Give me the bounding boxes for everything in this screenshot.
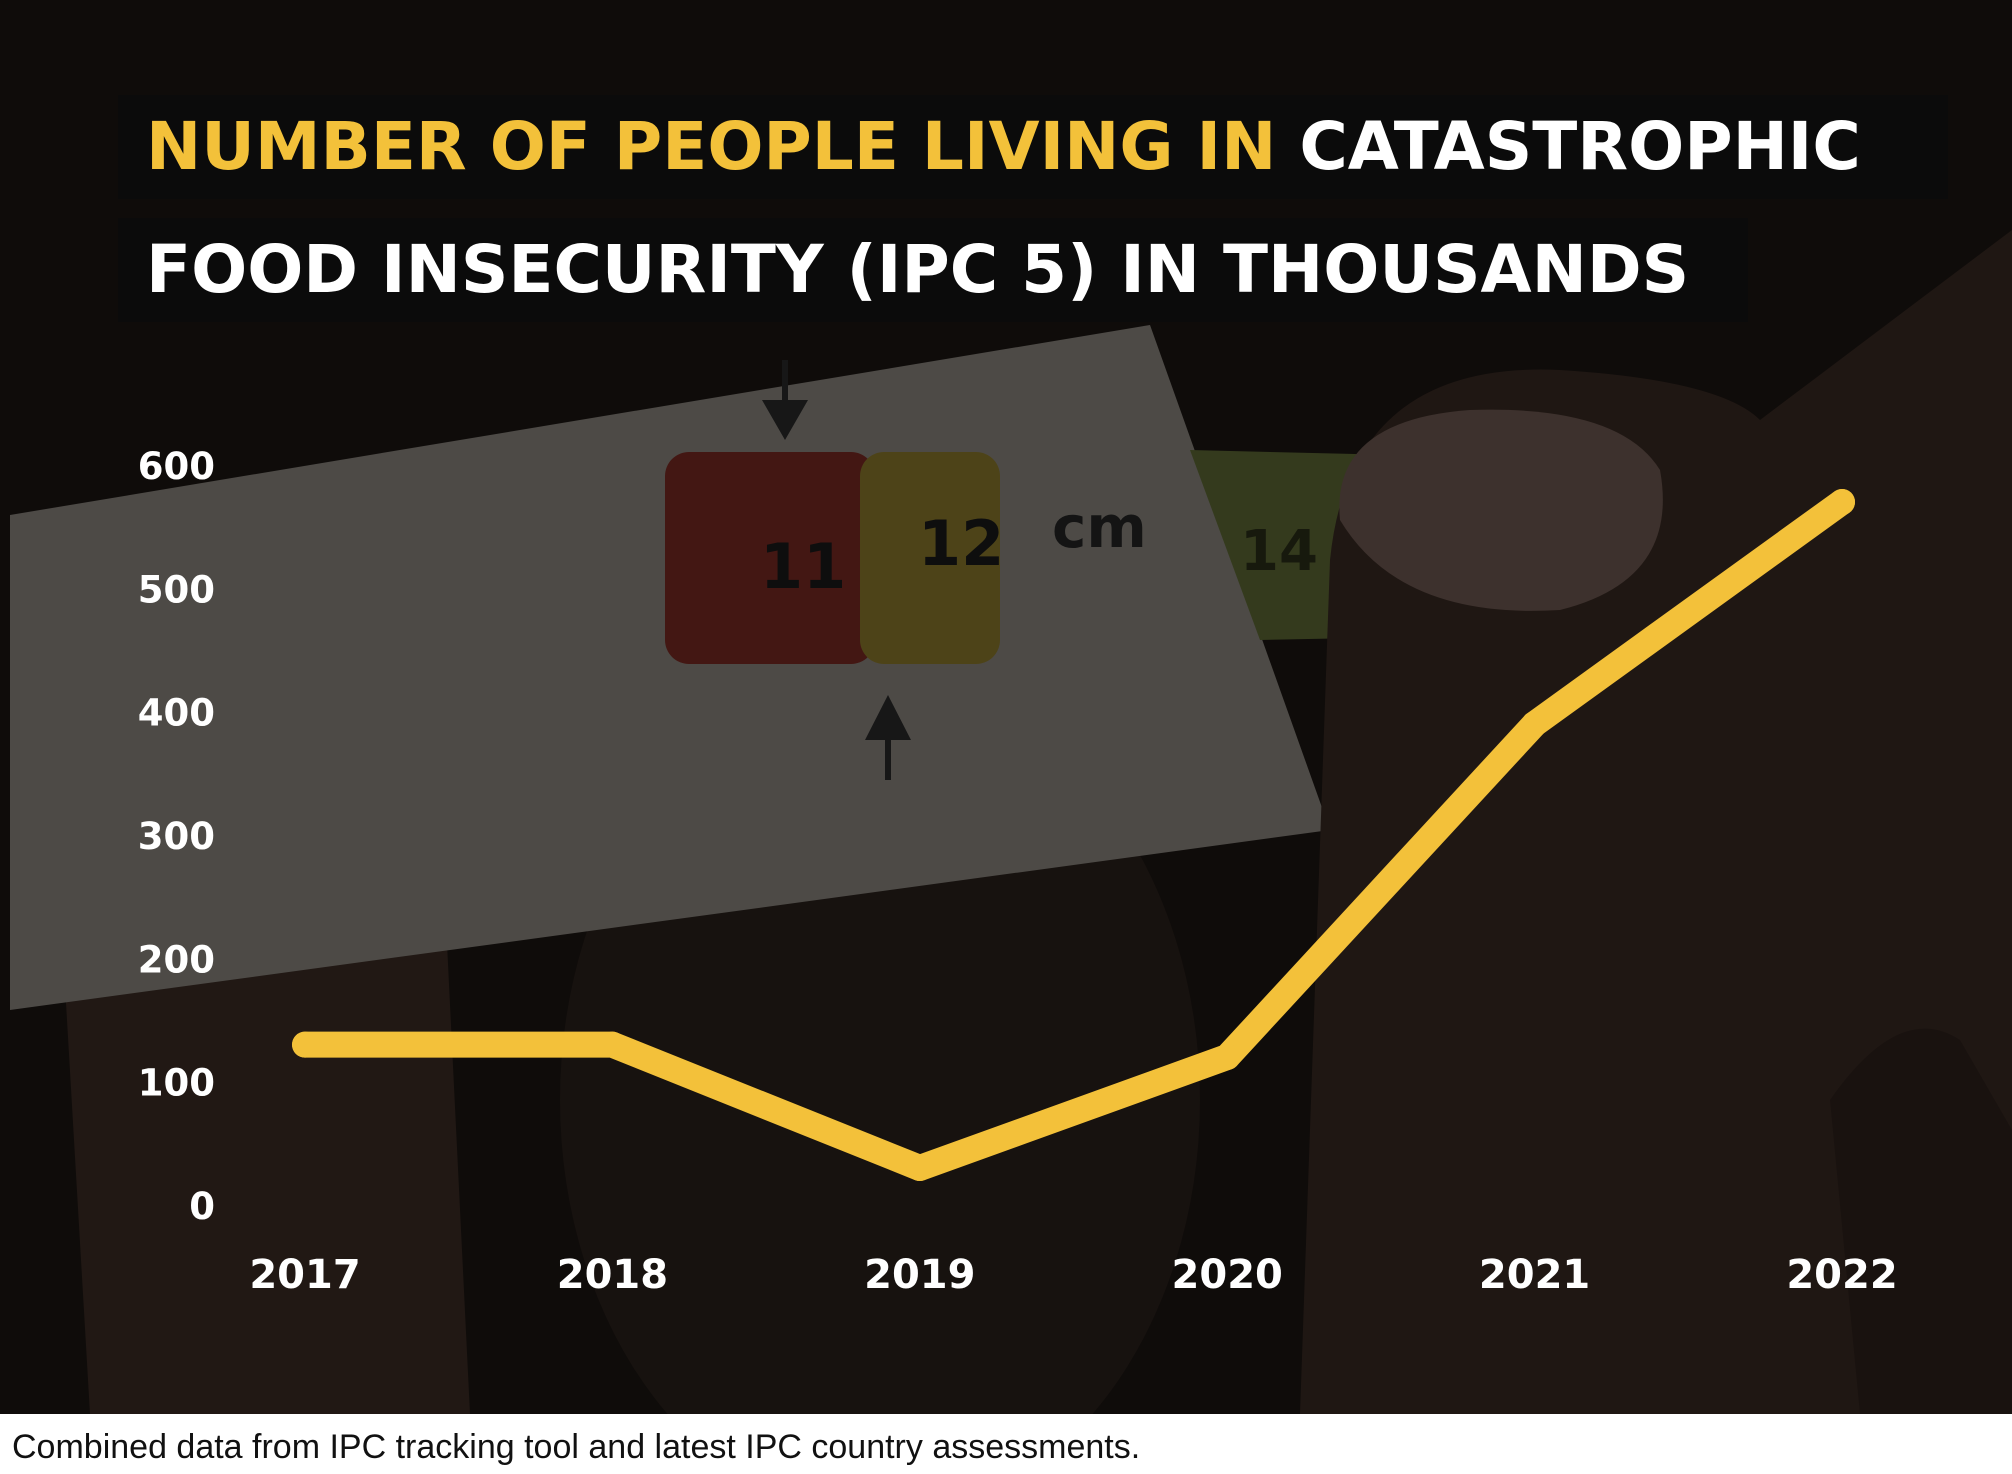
chart-area: 11 12 cm 14 NUMBER OF PEOPLE LIVING IN C… <box>0 0 2012 1414</box>
arrow-down-icon <box>762 360 808 440</box>
tape-label-14: 14 <box>1240 519 1318 584</box>
y-tick-label: 500 <box>138 568 215 611</box>
data-point <box>1214 1044 1241 1070</box>
source-caption: Combined data from IPC tracking tool and… <box>12 1428 1141 1466</box>
y-tick-label: 400 <box>138 692 215 735</box>
x-tick-label: 2020 <box>1172 1252 1283 1298</box>
y-tick-label: 100 <box>138 1062 215 1105</box>
data-point <box>906 1155 933 1181</box>
data-point <box>1521 711 1548 737</box>
y-tick-label: 200 <box>138 938 215 981</box>
line-chart: 0 100 200 300 400 500 600 2017 2018 2019 2020 2021… <box>138 445 1898 1298</box>
right-thumbnail-shape <box>1339 409 1663 611</box>
title-bar-1: NUMBER OF PEOPLE LIVING IN CATASTROPHIC <box>118 95 1948 199</box>
data-point <box>292 1031 318 1058</box>
tape-label-12: 12 <box>918 507 1004 580</box>
tape-red-zone <box>665 452 875 664</box>
title-bar-2: FOOD INSECURITY (IPC 5) IN THOUSANDS <box>118 218 1748 322</box>
x-axis: 2017 2018 2019 2020 2021 2022 <box>249 1252 1897 1298</box>
title-highlight: NUMBER OF PEOPLE LIVING IN <box>146 108 1277 185</box>
tape-label-11: 11 <box>760 530 846 603</box>
series-line <box>292 489 1855 1181</box>
x-tick-label: 2021 <box>1479 1252 1590 1298</box>
x-tick-label: 2018 <box>557 1252 668 1298</box>
y-tick-label: 600 <box>138 445 215 488</box>
arrow-up-icon <box>865 695 911 780</box>
chart-title-line-1: NUMBER OF PEOPLE LIVING IN CATASTROPHIC <box>146 114 1861 180</box>
right-finger-shape <box>1830 1028 2012 1414</box>
y-tick-label: 300 <box>138 815 215 858</box>
x-tick-label: 2019 <box>864 1252 975 1298</box>
chart-title-line-2: FOOD INSECURITY (IPC 5) IN THOUSANDS <box>146 231 1690 308</box>
x-tick-label: 2017 <box>249 1252 360 1298</box>
tape-yellow-zone <box>860 452 1000 664</box>
data-point <box>1829 489 1855 515</box>
title-line1-rest: CATASTROPHIC <box>1299 108 1861 185</box>
data-point <box>599 1031 626 1058</box>
y-axis: 0 100 200 300 400 500 600 <box>138 445 215 1228</box>
y-tick-label: 0 <box>189 1185 215 1228</box>
series-layer <box>292 489 1855 1181</box>
x-tick-label: 2022 <box>1786 1252 1897 1298</box>
tape-unit-label: cm <box>1052 493 1147 561</box>
